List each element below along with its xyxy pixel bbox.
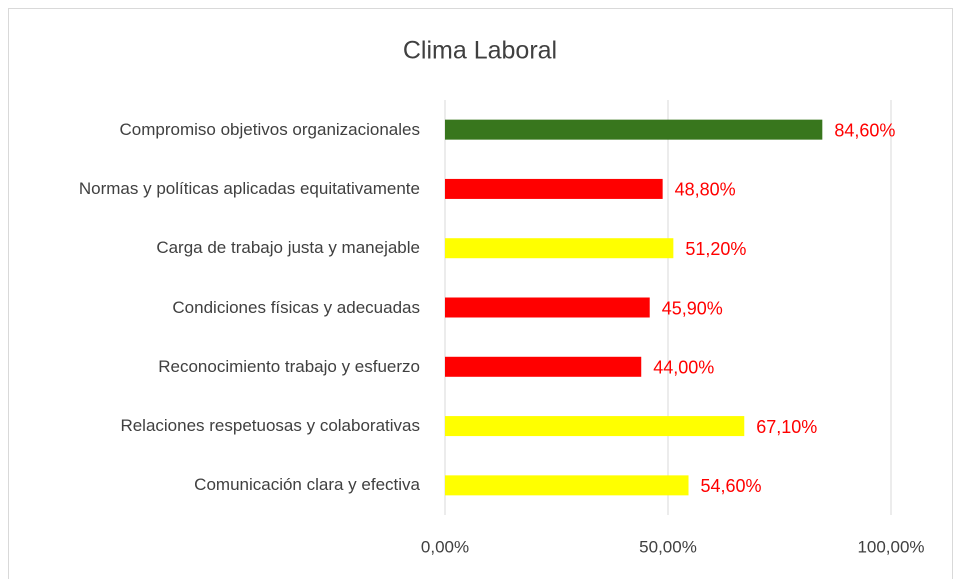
chart-title: Clima Laboral bbox=[403, 37, 557, 65]
y-tick-label: Reconocimiento trabajo y esfuerzo bbox=[158, 356, 420, 376]
bar bbox=[445, 238, 674, 259]
bar bbox=[445, 178, 663, 199]
bar bbox=[445, 119, 823, 140]
data-label: 44,00% bbox=[653, 358, 714, 378]
bar bbox=[445, 416, 745, 437]
bar bbox=[445, 475, 689, 496]
y-tick-label: Carga de trabajo justa y manejable bbox=[156, 238, 420, 258]
data-label: 48,80% bbox=[675, 180, 736, 200]
x-tick-label: 100,00% bbox=[857, 537, 924, 556]
data-label: 51,20% bbox=[685, 239, 746, 259]
data-label: 84,60% bbox=[834, 120, 895, 140]
data-label: 45,90% bbox=[662, 298, 723, 318]
data-label: 54,60% bbox=[701, 476, 762, 496]
y-tick-label: Relaciones respetuosas y colaborativas bbox=[120, 416, 420, 436]
x-tick-label: 0,00% bbox=[421, 537, 469, 556]
y-tick-label: Comunicación clara y efectiva bbox=[194, 475, 420, 495]
data-label: 67,10% bbox=[756, 417, 817, 437]
bar bbox=[445, 356, 642, 377]
y-tick-label: Normas y políticas aplicadas equitativam… bbox=[78, 178, 420, 198]
y-tick-label: Condiciones físicas y adecuadas bbox=[172, 297, 420, 317]
y-tick-label: Compromiso objetivos organizacionales bbox=[119, 119, 420, 139]
bar bbox=[445, 297, 650, 318]
x-tick-label: 50,00% bbox=[639, 537, 697, 556]
